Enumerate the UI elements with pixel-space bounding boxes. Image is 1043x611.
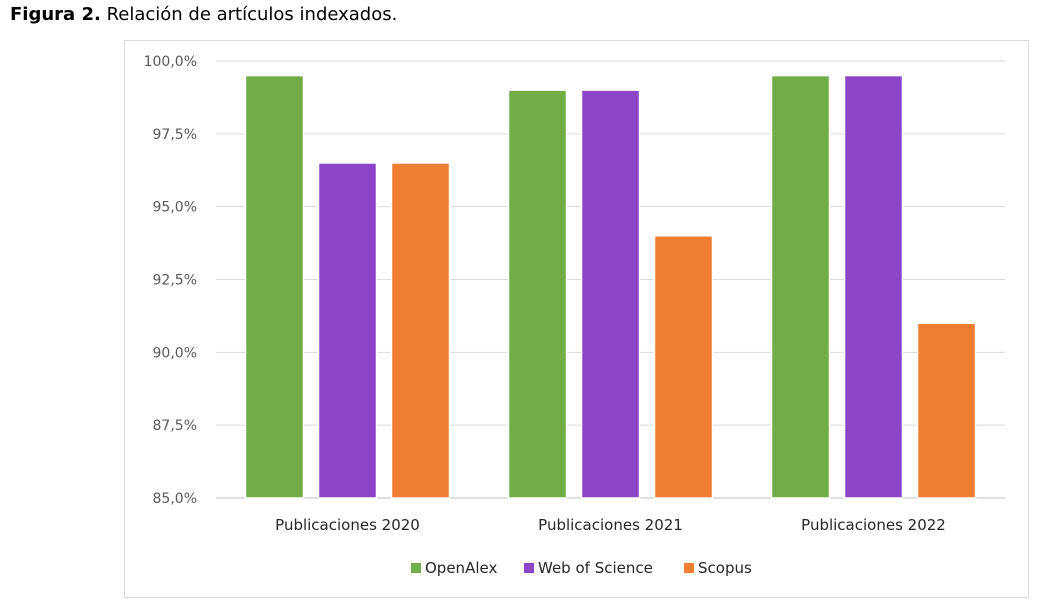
- legend-label: Web of Science: [538, 559, 653, 577]
- bar-openalex-2: [770, 74, 831, 499]
- bar-openalex-1: [507, 89, 568, 499]
- bar-openalex-0: [244, 74, 305, 499]
- legend: OpenAlex Web of Science Scopus: [411, 559, 752, 577]
- x-category-label: Publicaciones 2022: [801, 516, 946, 534]
- figure-title: Relación de artículos indexados.: [106, 4, 398, 25]
- y-tick-label: 85,0%: [153, 491, 197, 507]
- bar-web-of-science-1: [580, 89, 641, 499]
- y-tick-label: 95,0%: [153, 200, 197, 216]
- bar-scopus-2: [916, 322, 977, 499]
- legend-label: Scopus: [698, 559, 752, 577]
- y-tick-label: 100,0%: [144, 54, 197, 70]
- bars: [244, 74, 977, 499]
- bar-web-of-science-2: [843, 74, 904, 499]
- figure-label: Figura 2.: [10, 4, 101, 25]
- y-tick-label: 90,0%: [153, 345, 197, 361]
- y-tick-label: 97,5%: [153, 127, 197, 143]
- x-category-label: Publicaciones 2020: [275, 516, 420, 534]
- legend-swatch: [524, 563, 534, 573]
- x-category-label: Publicaciones 2021: [538, 516, 683, 534]
- legend-swatch: [411, 563, 421, 573]
- bar-web-of-science-0: [317, 162, 378, 499]
- y-tick-label: 87,5%: [153, 418, 197, 434]
- y-tick-label: 92,5%: [153, 273, 197, 289]
- y-axis-ticks: 85,0% 87,5% 90,0% 92,5% 95,0% 97,5% 100,0%: [144, 54, 197, 507]
- bar-scopus-0: [390, 162, 451, 499]
- figure-caption: Figura 2. Relación de artículos indexado…: [10, 4, 397, 25]
- legend-swatch: [684, 563, 694, 573]
- x-axis-categories: Publicaciones 2020 Publicaciones 2021 Publ…: [275, 516, 946, 534]
- legend-label: OpenAlex: [425, 559, 497, 577]
- bar-scopus-1: [653, 235, 714, 499]
